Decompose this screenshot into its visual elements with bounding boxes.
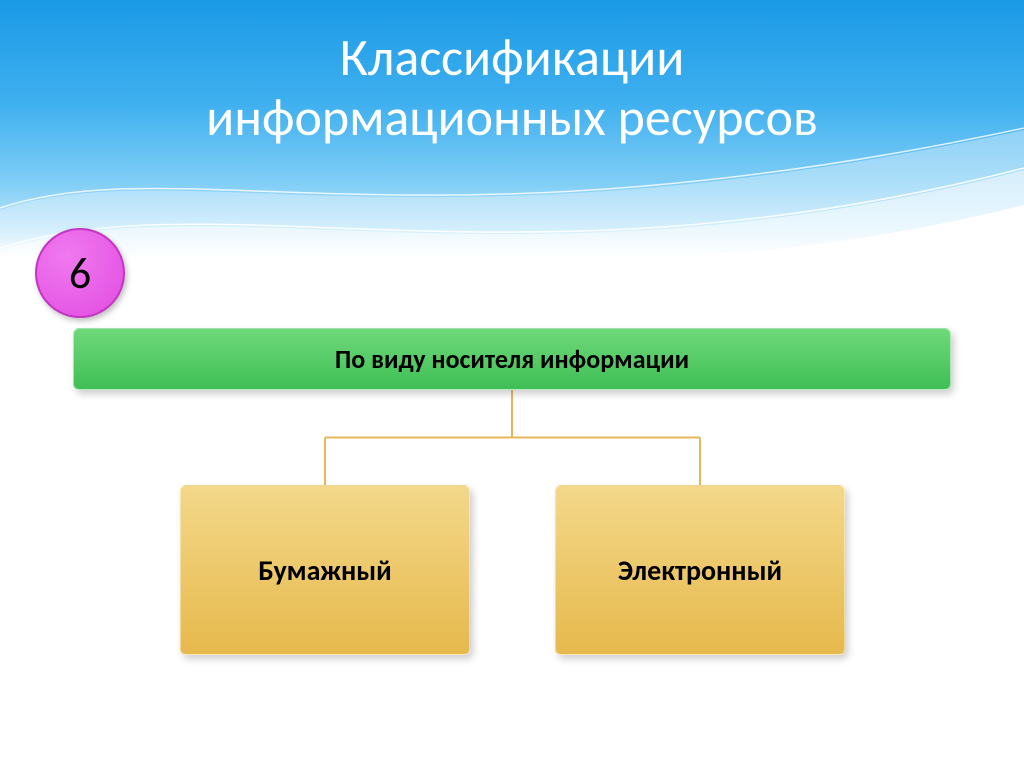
tree-child-label: Бумажный (258, 553, 392, 588)
slide: Классификации информационных ресурсов 6 … (0, 0, 1024, 767)
tree-child-node: Электронный (555, 485, 845, 655)
tree-child-node: Бумажный (180, 485, 470, 655)
tree-root-node: По виду носителя информации (73, 328, 951, 390)
tree-child-label: Электронный (618, 553, 782, 588)
slide-number: 6 (69, 246, 91, 300)
slide-title: Классификации информационных ресурсов (0, 28, 1024, 148)
tree-root-label: По виду носителя информации (335, 343, 689, 375)
title-line-2: информационных ресурсов (0, 88, 1024, 148)
slide-number-badge: 6 (35, 228, 125, 318)
title-line-1: Классификации (0, 28, 1024, 88)
